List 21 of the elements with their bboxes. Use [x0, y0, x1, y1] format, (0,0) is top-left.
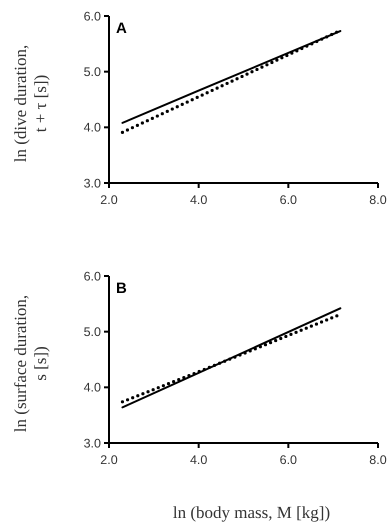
x-tick-label: 2.0: [100, 193, 118, 207]
x-tick-label: 8.0: [369, 193, 387, 207]
y-tick-label: 6.0: [84, 269, 102, 284]
x-tick-label: 8.0: [369, 453, 387, 467]
chart-title: A: [116, 20, 127, 37]
y-axis-title: ln (dive duration, t + τ [s]): [11, 44, 50, 162]
y-tick-label: 5.0: [84, 325, 102, 340]
y-tick-label: 3.0: [84, 176, 102, 190]
chart-title: B: [116, 280, 127, 297]
x-tick-label: 6.0: [280, 193, 298, 207]
y-tick-label: 4.0: [84, 120, 102, 135]
x-axis-title: ln (body mass, M [kg]): [172, 503, 330, 522]
y-axis-title: ln (surface duration, s [s]): [11, 294, 50, 432]
y-tick-label: 4.0: [84, 380, 102, 395]
y-tick-label: 3.0: [84, 436, 102, 450]
y-tick-label: 5.0: [84, 65, 102, 80]
x-tick-label: 2.0: [100, 453, 118, 467]
x-tick-label: 4.0: [190, 453, 208, 467]
y-tick-label: 6.0: [84, 9, 102, 24]
x-tick-label: 6.0: [280, 453, 298, 467]
x-tick-label: 4.0: [190, 193, 208, 207]
